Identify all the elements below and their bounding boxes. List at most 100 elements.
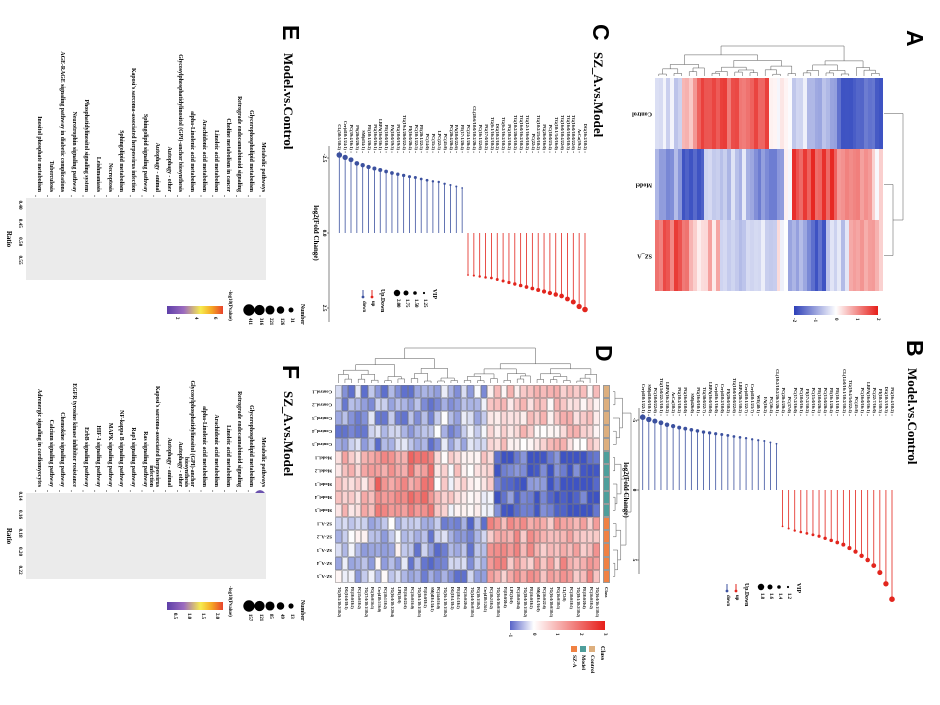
heatmap-cell [875,149,880,220]
pvalue-tick-label: 4 [193,317,198,320]
heatmap-cell [533,543,541,557]
heatmap-cell [704,78,709,149]
vip-legend-value: 1.50 [413,299,419,308]
heatmap-cell [474,569,481,583]
lipid-label: Cer(d18:1/23:7) [750,383,756,413]
heatmap-cell [381,411,388,425]
heatmap-cell [540,556,547,570]
heatmap-cell [341,530,349,544]
heatmap-d-row-label: PI(18:0/20:4) [502,587,507,608]
heatmap-cell [361,464,369,478]
lipid-label: TG(16:0/18:0/18:3) [565,114,571,150]
heatmap-cell [500,517,508,531]
lipid-label: TG(18:1/3:0/16:0) [553,117,559,150]
heatmap-cell [825,149,830,220]
lollipop-dot [547,290,553,296]
lipid-label: SM(d34:1) [360,130,366,150]
heatmap-cell [566,556,574,570]
heatmap-cell [414,556,422,570]
heatmap-d-row-label: Cer(d18:1/24:1) [482,587,487,612]
lollipop-dot [889,596,895,603]
lollipop-dot [823,536,827,541]
heatmap-cell [527,398,534,412]
lipid-label: PC(16:1/22:6) [477,124,483,150]
lipid-label: PE(18:0/18:1) [384,124,390,150]
heatmap-cell [500,464,508,478]
lipid-label: TG(16:0/18:0/22:6) [571,114,577,150]
heatmap-cell [407,503,415,517]
lollipop-dot [559,293,564,299]
panel-d: D Class TG(16:0/16:1/18:1) PC(16:0/18:2) PE… [270,340,637,705]
heatmap-cell [533,517,541,531]
heatmap-cell [795,149,800,220]
heatmap-cell [500,424,508,438]
lipid-label: PE(20:1/22:5) [419,124,425,150]
heatmap-cell [374,517,382,531]
heatmap-cell [474,451,481,465]
heatmap-cell [441,451,448,465]
heatmap-cell [388,477,395,491]
vip-legend-dot [403,290,409,296]
dendrogram-branch [720,45,845,61]
lollipop-dot [871,563,877,568]
heatmap-d-row-label: PG(18:1/18:2) [476,587,481,610]
heatmap-cell [772,220,777,291]
heatmap-cell [833,78,838,149]
heatmap-cell [394,411,402,425]
heatmap-d-col-label: Model_2 [314,468,332,474]
heatmap-cell [513,451,521,465]
heatmap-cell [487,477,494,491]
dendrogram-branch [503,380,511,383]
pathway-label: Inositol phosphate metabolism [35,116,42,192]
heatmap-cell [560,411,567,425]
lipid-label: CL(18:2/18:2/20:3/20:1) [774,369,780,413]
heatmap-cell [460,503,468,517]
heatmap-cell [783,220,788,291]
heatmap-cell [381,543,388,557]
dendrogram-branch [673,73,682,76]
heatmap-cell [566,490,574,504]
lollipop-dot [478,275,481,278]
lollipop-dot [829,538,833,543]
heatmap-cell [825,220,830,291]
dendrogram-branch [420,368,448,379]
heatmap-cell [856,220,861,291]
heatmap-cell [494,477,501,491]
heatmap-cell [593,543,600,557]
heatmap-cell [414,398,422,412]
heatmap-cell [480,517,488,531]
lipid-label: DG(18:2/18:2) [495,123,501,150]
vip-legend-dot [786,585,790,589]
heatmap-cell [776,220,781,291]
dendrogram-branch [499,363,571,369]
dendrogram-branch [384,380,392,383]
plot-background [26,493,266,579]
heatmap-cell [560,490,567,504]
heatmap-cell [494,569,501,583]
lollipop-dot [847,546,852,551]
heatmap-cell [467,517,475,531]
heatmap-cell [547,385,554,399]
heatmap-cell [341,385,349,399]
dendrogram-branch [483,368,517,374]
heatmap-cell [507,569,514,583]
heatmap-cell [368,424,375,438]
number-legend-dot [254,600,265,612]
heatmap-cell [848,149,853,220]
dendrogram-branch [622,412,632,513]
heatmap-cell [553,517,561,531]
number-legend-title: Number [299,600,305,621]
number-legend-value: 13 [289,614,295,619]
heatmap-cell [662,78,667,149]
heatmap-d-row-label: PC(18:1/18:2) [383,587,388,609]
updown-down-label: down [361,301,366,313]
heatmap-cell [586,424,594,438]
class-legend-swatch [589,646,595,652]
colorbar [510,621,605,630]
heatmap-cell [335,569,342,583]
heatmap-cell [467,437,475,451]
heatmap-cell [666,149,671,220]
heatmap-cell [799,78,804,149]
pathway-label: Calcium signaling pathway [47,419,54,487]
heatmap-cell [573,398,581,412]
